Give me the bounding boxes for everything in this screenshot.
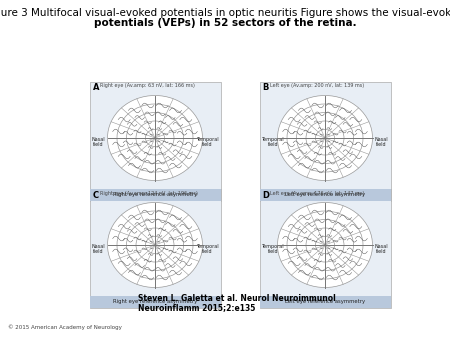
Text: Left eye reference asymmetry: Left eye reference asymmetry [285, 299, 365, 304]
Ellipse shape [117, 211, 193, 279]
Ellipse shape [126, 219, 184, 270]
Text: A: A [93, 83, 99, 93]
Ellipse shape [145, 129, 165, 146]
Ellipse shape [315, 237, 334, 254]
Ellipse shape [315, 129, 334, 146]
Ellipse shape [287, 211, 363, 279]
Ellipse shape [136, 121, 174, 155]
Text: © 2015 American Academy of Neurology: © 2015 American Academy of Neurology [8, 324, 122, 330]
Ellipse shape [287, 104, 363, 172]
Bar [90, 81, 220, 200]
Text: Left eye (Av.amp: 176 nV, lat: 147 ms): Left eye (Av.amp: 176 nV, lat: 147 ms) [270, 191, 364, 195]
Text: Neuroinflamm 2015;2:e135: Neuroinflamm 2015;2:e135 [138, 303, 256, 312]
Text: Left eye (Av.amp: 200 nV, lat: 139 ms): Left eye (Av.amp: 200 nV, lat: 139 ms) [270, 83, 364, 89]
Text: Temporal
field: Temporal field [196, 244, 219, 255]
Text: Temporal
field: Temporal field [196, 137, 219, 147]
Text: Nasal
field: Nasal field [375, 137, 388, 147]
Bar [90, 189, 220, 200]
Text: Right eye (Av.amp: 124 nV, lat: 196 ms): Right eye (Av.amp: 124 nV, lat: 196 ms) [99, 191, 198, 195]
Ellipse shape [306, 228, 344, 262]
Text: B: B [262, 83, 269, 93]
Ellipse shape [278, 202, 373, 288]
Ellipse shape [297, 219, 354, 270]
Bar [260, 295, 391, 308]
Bar [90, 189, 220, 308]
Ellipse shape [108, 202, 202, 288]
Text: potentials (VEPs) in 52 sectors of the retina.: potentials (VEPs) in 52 sectors of the r… [94, 18, 356, 28]
Ellipse shape [145, 237, 165, 254]
Text: Temporal
field: Temporal field [261, 137, 284, 147]
Text: Nasal
field: Nasal field [91, 244, 105, 255]
Ellipse shape [136, 228, 174, 262]
Text: Right eye (Av.amp: 63 nV, lat: 166 ms): Right eye (Av.amp: 63 nV, lat: 166 ms) [99, 83, 194, 89]
Ellipse shape [297, 113, 354, 164]
Text: Steven L. Galetta et al. Neurol Neuroimmunol: Steven L. Galetta et al. Neurol Neuroimm… [138, 294, 336, 303]
Bar [260, 81, 391, 200]
Ellipse shape [126, 113, 184, 164]
Text: Left eye reference asymmetry: Left eye reference asymmetry [285, 192, 365, 197]
Text: D: D [262, 191, 270, 199]
Ellipse shape [108, 96, 202, 180]
Ellipse shape [117, 104, 193, 172]
Text: Figure 3 Multifocal visual-evoked potentials in optic neuritis Figure shows the : Figure 3 Multifocal visual-evoked potent… [0, 8, 450, 18]
Ellipse shape [278, 96, 373, 180]
Ellipse shape [306, 121, 344, 155]
Text: Temporal
field: Temporal field [261, 244, 284, 255]
Text: Right eye reference asymmetry: Right eye reference asymmetry [113, 192, 197, 197]
Bar [260, 189, 391, 200]
Text: Right eye reference asymmetry: Right eye reference asymmetry [113, 299, 197, 304]
Text: Nasal
field: Nasal field [91, 137, 105, 147]
Bar [90, 295, 220, 308]
Text: C: C [93, 191, 99, 199]
Text: Nasal
field: Nasal field [375, 244, 388, 255]
Bar [260, 189, 391, 308]
